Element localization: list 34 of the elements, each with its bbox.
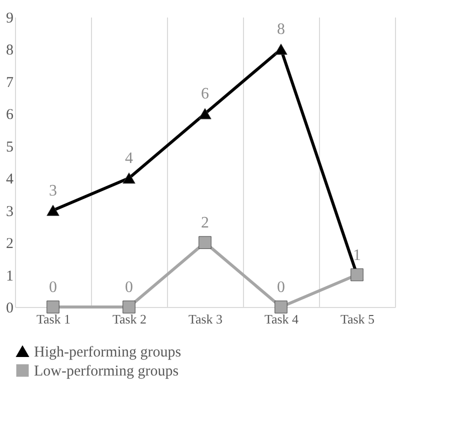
y-tick-label: 6: [6, 107, 14, 124]
y-tick-label: 1: [6, 268, 14, 284]
y-tick-label: 5: [6, 139, 14, 156]
point: [122, 172, 136, 184]
y-tick-label: 9: [6, 10, 14, 26]
data-label: 3: [49, 182, 57, 200]
x-tick-label: Task 1: [36, 312, 71, 326]
data-label: 4: [125, 150, 133, 168]
data-label: 1: [353, 246, 361, 264]
point: [198, 236, 212, 249]
y-tick-label: 2: [6, 236, 14, 252]
legend-label: Low-performing groups: [34, 364, 179, 380]
point: [274, 300, 288, 314]
data-label: 2: [201, 214, 209, 232]
data-label: 0: [125, 279, 133, 296]
point: [46, 204, 60, 216]
x-tick-label: Task 4: [264, 312, 300, 326]
x-tick-label: Task 3: [188, 312, 223, 326]
legend-label: High-performing groups: [34, 344, 182, 360]
y-tick-label: 3: [6, 204, 14, 220]
point: [274, 44, 288, 55]
data-label: 8: [277, 21, 285, 38]
y-tick-label: 0: [6, 300, 14, 316]
x-tick-label: Task 5: [340, 312, 375, 326]
data-label: 0: [277, 279, 285, 296]
y-tick-label: 7: [6, 74, 14, 91]
y-tick-label: 8: [6, 42, 14, 59]
point: [198, 108, 212, 120]
data-label: 6: [201, 86, 209, 103]
data-label: 0: [49, 279, 57, 296]
x-tick-label: Task 2: [112, 312, 147, 326]
point: [122, 300, 136, 314]
point: [46, 300, 60, 314]
y-tick-label: 4: [6, 172, 14, 188]
